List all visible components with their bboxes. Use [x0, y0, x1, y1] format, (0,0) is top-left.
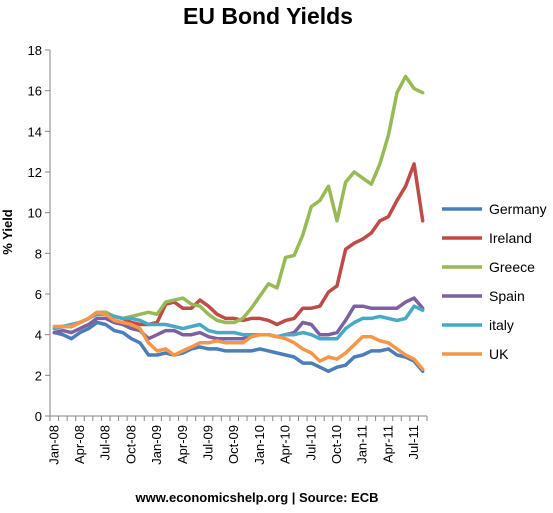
x-tick-label: Jul-11 — [406, 425, 421, 459]
y-tick-label: 10 — [28, 206, 42, 221]
y-tick-label: 12 — [28, 165, 42, 180]
legend-label-uk: UK — [489, 346, 509, 362]
x-tick-label: Jan-11 — [355, 425, 370, 464]
legend-label-ireland: Ireland — [489, 230, 532, 246]
y-tick-label: 0 — [35, 409, 42, 424]
series-line-ireland — [52, 162, 425, 331]
x-tick-label: Jul-08 — [98, 425, 113, 460]
x-tick-label: Oct-08 — [123, 425, 138, 464]
chart-footer: www.economicshelp.org | Source: ECB — [135, 490, 379, 505]
series-line-italy — [52, 304, 425, 341]
x-tick-label: Apr-08 — [72, 425, 87, 464]
axes: 0 2 4 6 8 10 12 14 16 18 Jan-08 Apr-08 Jul-08 Oct-08 J… — [28, 43, 428, 465]
x-tick-label: Apr-11 — [380, 425, 395, 463]
x-tick-label: Jan-09 — [149, 425, 164, 465]
x-tick-label: Oct-09 — [226, 425, 241, 464]
y-tick-label: 2 — [35, 368, 42, 383]
chart-title: EU Bond Yields — [183, 3, 353, 29]
y-tick-label: 18 — [28, 43, 42, 58]
x-tick-label: Jul-09 — [201, 425, 216, 460]
x-tick-label: Jan-10 — [252, 425, 267, 465]
x-tick-label: Jan-08 — [46, 425, 61, 465]
series-line-greece — [52, 74, 425, 331]
series-line-germany — [52, 320, 425, 374]
x-tick-label: Apr-10 — [278, 425, 293, 464]
x-tick-label: Apr-09 — [175, 425, 190, 464]
y-tick-label: 4 — [35, 328, 42, 343]
legend-label-germany: Germany — [489, 201, 547, 217]
series-line-uk — [52, 310, 425, 371]
legend: Germany Ireland Greece Spain italy UK — [442, 201, 547, 362]
x-tick-label: Oct-10 — [329, 425, 344, 464]
y-tick-label: 6 — [35, 287, 42, 302]
legend-label-spain: Spain — [489, 288, 525, 304]
series-lines — [52, 74, 425, 374]
x-tick-label: Jul-10 — [303, 425, 318, 460]
y-tick-label: 14 — [28, 124, 42, 139]
series-line-spain — [52, 296, 425, 341]
y-tick-label: 16 — [28, 84, 42, 99]
y-tick-label: 8 — [35, 246, 42, 261]
legend-label-italy: italy — [489, 317, 514, 333]
legend-label-greece: Greece — [489, 259, 535, 275]
y-axis-label: % Yield — [0, 209, 15, 255]
